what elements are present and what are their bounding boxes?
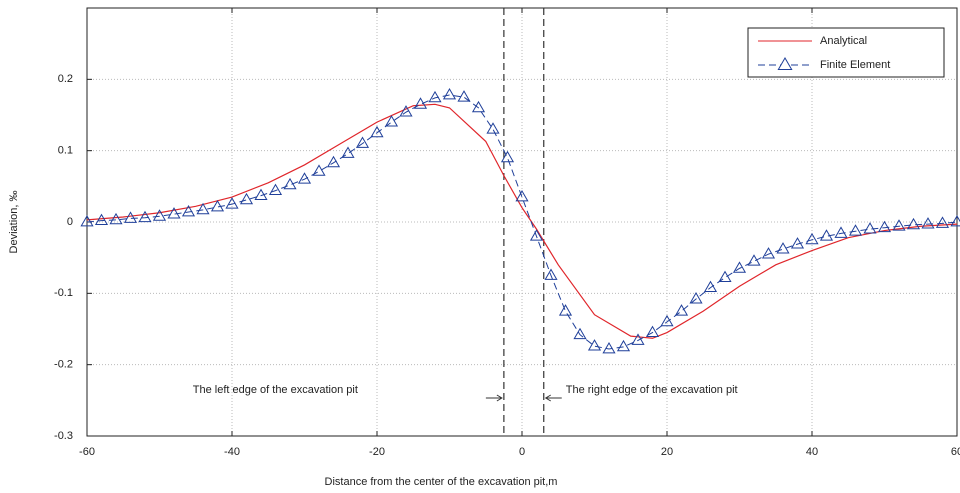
arrow-head [544,394,552,402]
annotation: The left edge of the excavation pit [193,384,358,396]
data-point [689,292,703,304]
data-point [819,229,834,241]
legend-marker [777,56,793,71]
data-point [645,325,660,337]
data-point [384,115,399,127]
data-point [660,314,674,327]
x-tick-label: -60 [79,446,95,458]
data-point [152,209,167,221]
data-point [587,339,602,351]
data-point [370,125,384,138]
y-tick-label: 0.2 [58,73,73,85]
data-point [138,210,152,223]
data-point [196,202,210,215]
data-point [863,222,877,234]
data-point [457,90,471,102]
data-point [109,212,123,225]
data-point [326,155,341,168]
data-point [341,146,355,158]
data-point [848,224,863,236]
data-point [892,219,906,231]
data-point [558,304,573,316]
data-point [442,88,457,100]
data-point [616,339,631,352]
legend-label: Finite Element [820,59,890,71]
series-line [86,103,958,339]
data-point [761,247,776,259]
data-point [631,333,645,345]
x-axis-label: Distance from the center of the excavati… [325,476,558,488]
data-point [471,100,486,113]
data-point [718,270,732,283]
data-point [515,190,529,202]
data-point [573,327,587,340]
data-point [399,105,413,117]
data-point [225,197,239,209]
data-point [776,242,790,254]
data-point [297,172,312,184]
data-point [428,90,442,103]
data-point [355,136,370,148]
data-point [80,214,94,227]
data-point [486,122,500,134]
data-point [747,254,761,266]
data-point [283,177,297,190]
x-tick-label: -40 [224,446,240,458]
data-point [805,232,819,245]
data-point [732,261,747,273]
y-tick-label: -0.3 [54,430,73,442]
data-point [239,192,254,205]
data-point [935,216,950,228]
x-tick-label: 20 [661,446,673,458]
data-point [703,280,718,293]
data-point [312,164,326,176]
y-tick-label: 0.1 [58,145,73,157]
data-point [529,229,544,241]
data-point [921,217,935,229]
data-point [834,226,848,238]
y-tick-label: -0.2 [54,359,73,371]
series-line [86,94,958,350]
data-point [877,220,892,233]
data-point [181,205,196,217]
data-point [906,217,921,230]
data-point [790,237,805,249]
data-point [210,200,225,212]
x-tick-label: -20 [369,446,385,458]
data-point [674,304,689,316]
data-point [94,213,109,225]
legend: Analytical Finite Element [747,27,945,78]
y-tick-label: 0 [67,216,73,228]
data-point [123,211,138,223]
x-tick-label: 40 [806,446,818,458]
legend-label: Analytical [820,35,867,47]
data-point [500,150,515,163]
x-tick-label: 60 [951,446,960,458]
y-axis-label: Deviation, ‰ [8,191,20,254]
data-point [254,188,268,201]
data-point [268,183,283,196]
arrow-head [496,394,503,402]
x-tick-label: 0 [519,446,525,458]
data-point [602,341,616,354]
data-point [167,207,181,219]
data-point [413,97,428,109]
data-point [544,268,558,280]
y-tick-label: -0.1 [54,287,73,299]
annotation: The right edge of the excavation pit [566,384,738,396]
